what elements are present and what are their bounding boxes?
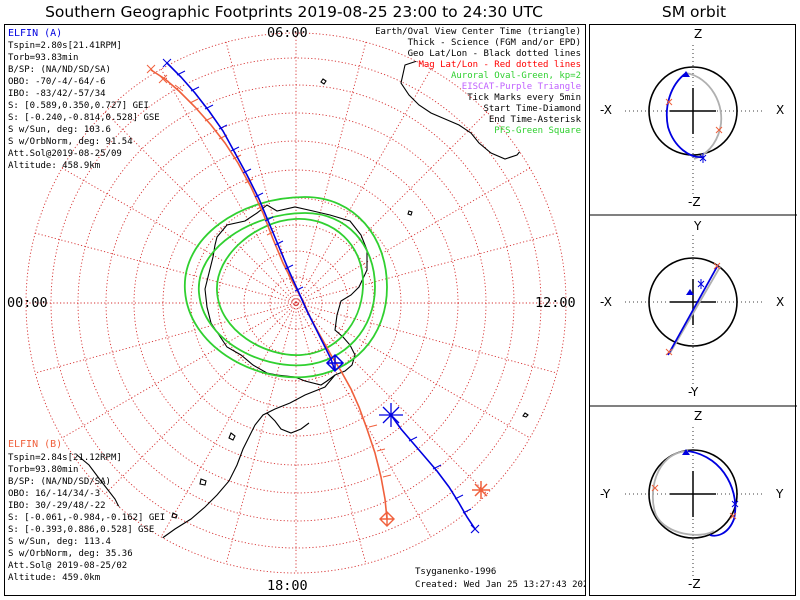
elfin-b-track: [146, 64, 395, 527]
auroral-oval-outer: [184, 196, 388, 379]
legend-item: Auroral Oval-Green, kp=2: [450, 71, 581, 81]
elfin-b-line: Tspin=2.84s[21.12RPM]: [8, 453, 122, 463]
south-america-coast: [96, 374, 336, 573]
elfin-b-line: IBO: 30/-29/48/-22: [8, 501, 106, 511]
axis-label-top: Z: [694, 409, 703, 423]
sm-orbit-title: SM orbit: [661, 3, 727, 21]
elfin-a-line: IBO: -83/42/-57/34: [8, 89, 106, 99]
axis-label-left: -X: [600, 295, 612, 309]
axis-label-bottom: -Y: [688, 385, 699, 399]
footprint-map-panel: 06:00 00:00 12:00 18:00 ELFIN (A) Tspin=…: [4, 24, 586, 596]
orbit-plot-xy: [625, 235, 762, 387]
time-label-right: 12:00: [535, 295, 576, 311]
axis-label-right: X: [776, 103, 785, 117]
elfin-a-name: ELFIN (A): [8, 28, 63, 39]
axis-label-bottom: -Z: [688, 195, 701, 209]
axis-label-right: X: [776, 295, 785, 309]
legend-item: Start Time-Diamond: [483, 104, 581, 114]
elfin-a-line: Altitude: 458.9km: [8, 161, 101, 171]
model-credit: Tsyganenko-1996: [415, 567, 497, 577]
elfin-b-line: S w/OrbNorm, deg: 35.36: [8, 549, 133, 559]
created-timestamp: Created: Wed Jan 25 13:27:43 2023: [415, 580, 586, 590]
orbit-plot-xz: [625, 45, 762, 195]
legend-item: Mag Lat/Lon - Red dotted lines: [418, 60, 581, 70]
auroral-ovals: [184, 196, 388, 379]
sm-orbit-panel: Z -Z -X X Y -Y -X X Z -Z -Y Y: [589, 24, 797, 596]
elfin-a-line: Torb=93.83min: [8, 53, 79, 63]
elfin-a-line: B/SP: (NA/ND/SD/SA): [8, 65, 111, 75]
elfin-b-line: Altitude: 459.0km: [8, 573, 101, 583]
axis-label-right: Y: [776, 487, 784, 501]
south-america-inner: [266, 412, 310, 434]
axis-label-bottom: -Z: [688, 577, 701, 591]
axis-label-top: Z: [694, 27, 703, 41]
time-label-top: 06:00: [267, 25, 308, 41]
elfin-b-line: S: [-0.393,0.886,0.528] GSE: [8, 525, 155, 535]
islands-west: [171, 432, 236, 519]
axis-label-left: -Y: [600, 487, 611, 501]
elfin-a-line: S: [-0.240,-0.814,0.528] GSE: [8, 113, 160, 123]
elfin-b-line: OBO: 16/-14/34/-3: [8, 489, 101, 499]
elfin-a-line: OBO: -70/-4/-64/-6: [8, 77, 106, 87]
polar-map-svg: [25, 32, 567, 574]
map-legend: Earth/Oval View Center Time (triangle) T…: [375, 27, 581, 137]
elfin-b-line: S: [-0.061,-0.984,-0.162] GEI: [8, 513, 166, 523]
elfin-a-line: Tspin=2.80s[21.41RPM]: [8, 41, 122, 51]
legend-item: Thick - Science (FGM and/or EPD): [407, 38, 581, 48]
elfin-b-line: B/SP: (NA/ND/SD/SA): [8, 477, 111, 487]
auroral-oval-inner: [198, 212, 376, 367]
elfin-b-end-asterisk: [472, 481, 490, 499]
page-title: Southern Geographic Footprints 2019-08-2…: [45, 3, 543, 21]
time-label-bottom: 18:00: [267, 578, 308, 594]
elfin-b-name: ELFIN (B): [8, 439, 63, 450]
elfin-b-line: Torb=93.80min: [8, 465, 79, 475]
legend-item: Geo Lat/Lon - Black dotted lines: [407, 49, 581, 59]
legend-item: EISCAT-Purple Triangle: [461, 82, 581, 92]
legend-item: End Time-Asterisk: [488, 115, 581, 125]
sm-orbit-svg: [590, 45, 797, 577]
small-islands: [320, 78, 529, 418]
legend-item: Earth/Oval View Center Time (triangle): [375, 27, 581, 37]
elfin-a-line: Att.Sol@2019-08-25/09: [8, 149, 122, 159]
auroral-oval-pfs: [216, 218, 364, 356]
elfin-a-track: [162, 58, 480, 534]
axis-label-left: -X: [600, 103, 612, 117]
orbit-plot-yz: [625, 427, 762, 577]
elfin-a-line: S w/Sun, deg: 103.6: [8, 125, 111, 135]
elfin-a-line: S: [0.589,0.350,0.727] GEI: [8, 101, 149, 111]
legend-item: PFS-Green Square: [494, 126, 581, 136]
axis-label-top: Y: [694, 219, 702, 233]
elfin-b-line: S w/Sun, deg: 113.4: [8, 537, 111, 547]
time-label-left: 00:00: [7, 295, 48, 311]
elfin-b-line: Att.Sol@ 2019-08-25/02: [8, 561, 128, 571]
new-zealand: [542, 143, 558, 183]
mag-longitude-lines: [26, 33, 566, 573]
elfin-a-line: S w/OrbNorm, deg: 91.54: [8, 137, 133, 147]
legend-item: Tick Marks every 5min: [467, 93, 581, 103]
